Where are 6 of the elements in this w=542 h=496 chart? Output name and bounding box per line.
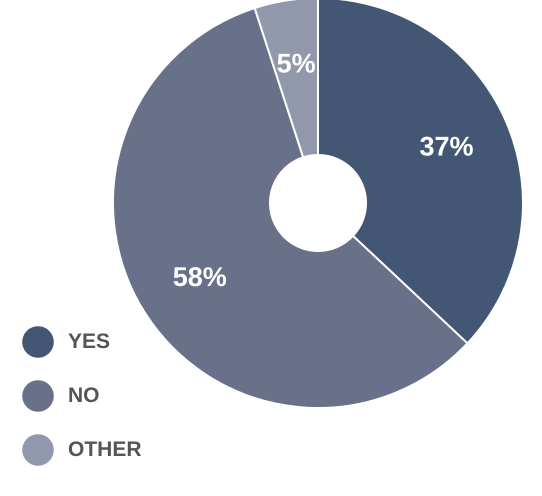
- legend-label: YES: [68, 330, 110, 353]
- legend-label: NO: [68, 384, 100, 407]
- data-label: 58%: [172, 262, 227, 292]
- data-label: 5%: [276, 48, 316, 79]
- data-label: 37%: [419, 131, 474, 162]
- legend-label: OTHER: [68, 438, 142, 461]
